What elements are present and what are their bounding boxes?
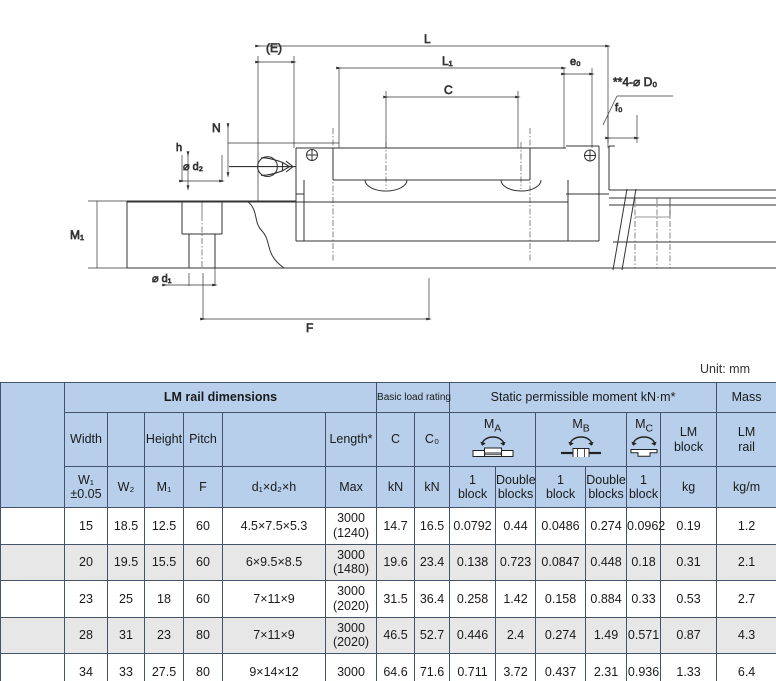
- svg-text:N: N: [212, 121, 221, 135]
- svg-text:L: L: [424, 32, 431, 46]
- svg-text:h: h: [176, 142, 182, 154]
- svg-text:F: F: [306, 321, 313, 335]
- svg-text:**4-⌀ D₀: **4-⌀ D₀: [613, 75, 657, 89]
- svg-text:L₁: L₁: [442, 54, 453, 68]
- svg-text:e₀: e₀: [570, 56, 581, 68]
- svg-text:(E): (E): [266, 41, 282, 55]
- svg-text:f₀: f₀: [615, 102, 623, 114]
- svg-text:C: C: [444, 83, 453, 97]
- svg-text:M₁: M₁: [70, 228, 84, 242]
- svg-text:⌀ d₁: ⌀ d₁: [152, 273, 172, 285]
- svg-text:⌀ d₂: ⌀ d₂: [183, 161, 203, 173]
